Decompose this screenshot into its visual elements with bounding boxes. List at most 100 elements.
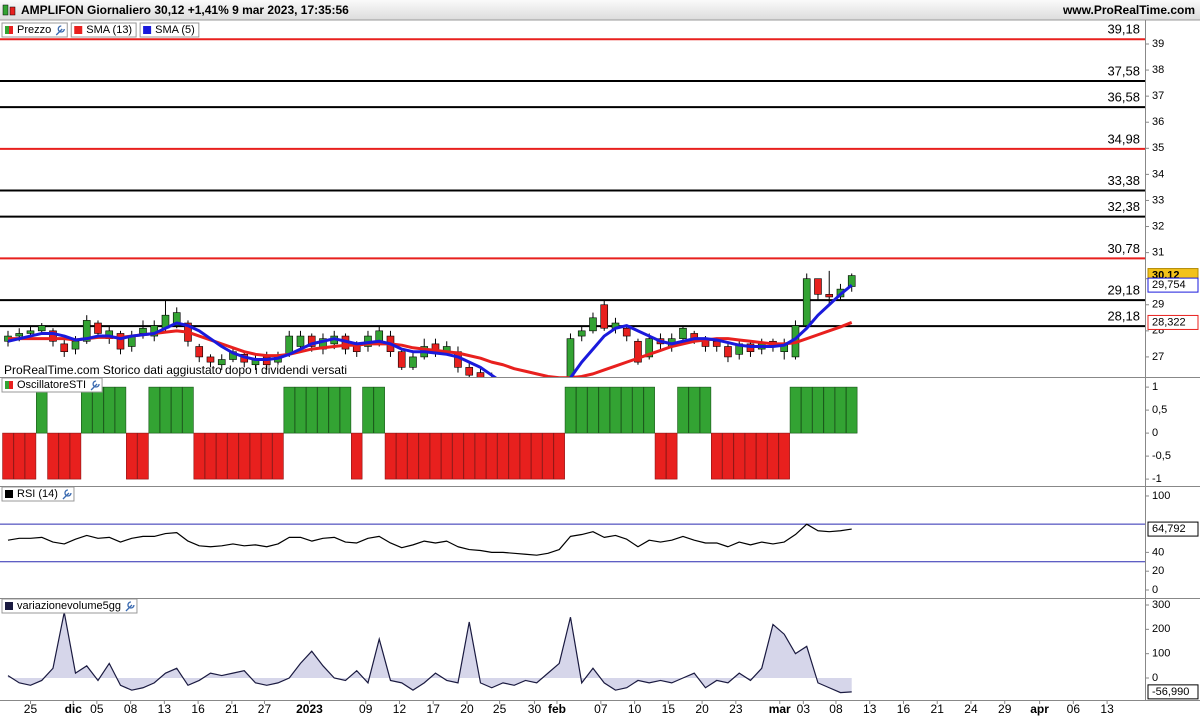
bar [227, 432, 239, 480]
bar [733, 432, 745, 480]
candle-body [195, 346, 204, 358]
bar [463, 432, 475, 480]
candle-body [172, 312, 181, 326]
x-tick-label: 24 [964, 702, 978, 716]
bar [216, 432, 228, 480]
level-label: 39,18 [1107, 22, 1140, 37]
bar [69, 432, 82, 480]
bar [564, 386, 577, 434]
candle-body [26, 330, 35, 334]
bar [58, 432, 70, 480]
level-label: 37,58 [1107, 63, 1140, 78]
bar [632, 386, 644, 434]
legend-swatch [5, 602, 13, 610]
bar [351, 432, 363, 480]
bar [598, 386, 610, 434]
legend-swatch [5, 26, 9, 34]
bar [834, 386, 847, 434]
x-tick-label: 13 [1100, 702, 1114, 716]
panel [0, 523, 1145, 563]
candle-body [139, 327, 147, 334]
bar [396, 432, 408, 480]
legend-item: Prezzo [1, 22, 68, 38]
x-tick-label: 23 [729, 702, 743, 716]
y-tick-label: 33 [1152, 194, 1164, 206]
last-value-label: 28,322 [1152, 316, 1186, 328]
y-tick-label: 1 [1152, 381, 1158, 393]
x-tick-label: 06 [1067, 702, 1081, 716]
legend-label: OscillatoreSTI [17, 379, 86, 391]
bar [238, 432, 250, 480]
bar [654, 432, 667, 480]
bar [699, 386, 712, 434]
bar [182, 386, 194, 434]
candle-body [814, 278, 822, 295]
last-value-label: 29,754 [1152, 279, 1186, 291]
y-tick-label: 35 [1152, 142, 1164, 154]
bar [474, 432, 487, 480]
candle-body [645, 338, 654, 358]
bar [441, 432, 453, 480]
level-label: 36,58 [1107, 90, 1140, 105]
candle-body [476, 372, 485, 377]
bar [789, 386, 802, 434]
bar [317, 386, 329, 434]
y-tick-label: 32 [1152, 220, 1164, 232]
y-tick-label: 31 [1152, 247, 1164, 259]
bar [339, 386, 352, 434]
x-tick-label: 09 [359, 702, 373, 716]
bar [553, 432, 565, 480]
candle-body [600, 304, 609, 329]
candle-body [307, 335, 316, 347]
bar [171, 386, 183, 434]
bar [677, 386, 689, 434]
x-tick-label: 27 [258, 702, 272, 716]
candle-body [556, 386, 563, 394]
legend-label: Prezzo [17, 24, 51, 36]
candle-body [589, 317, 597, 332]
y-tick-label: -1 [1152, 473, 1162, 485]
panel [0, 38, 1145, 399]
x-tick-label: dic [65, 702, 83, 716]
x-tick-label: 25 [493, 702, 507, 716]
bar [24, 432, 37, 480]
bar [384, 432, 397, 480]
legend-item: SMA (13) [70, 22, 137, 38]
bar [531, 432, 543, 480]
candle-body [82, 320, 91, 342]
y-tick-label: 34 [1152, 168, 1164, 180]
legend-swatch [143, 26, 152, 34]
bar [812, 386, 824, 434]
wrench-icon [125, 601, 135, 612]
legend-swatch [9, 26, 13, 34]
bar [249, 432, 262, 480]
candle-body [533, 396, 540, 399]
bar [362, 386, 374, 434]
website: www.ProRealTime.com [1062, 3, 1195, 17]
candle-body [49, 330, 57, 342]
bar [621, 386, 633, 434]
candle-body [488, 378, 495, 388]
series-line [7, 523, 852, 556]
bar [407, 432, 419, 480]
bar [576, 386, 588, 434]
x-tick-label: 2023 [296, 702, 323, 716]
y-tick-label: 300 [1152, 599, 1170, 611]
y-tick-label: 0 [1152, 584, 1158, 596]
candle-body [409, 356, 417, 368]
candle-body [544, 393, 551, 398]
series-line [7, 612, 852, 694]
bar [193, 432, 205, 480]
bar [688, 386, 700, 434]
panel [2, 386, 858, 480]
bar [486, 432, 498, 480]
bar [767, 432, 779, 480]
bar [542, 432, 554, 480]
y-tick-label: 29 [1152, 299, 1164, 311]
bar [126, 432, 138, 480]
y-tick-label: 100 [1152, 490, 1170, 502]
x-tick-label: apr [1030, 702, 1049, 716]
x-tick-label: 20 [460, 702, 474, 716]
bar [823, 386, 835, 434]
x-tick-label: 16 [191, 702, 205, 716]
